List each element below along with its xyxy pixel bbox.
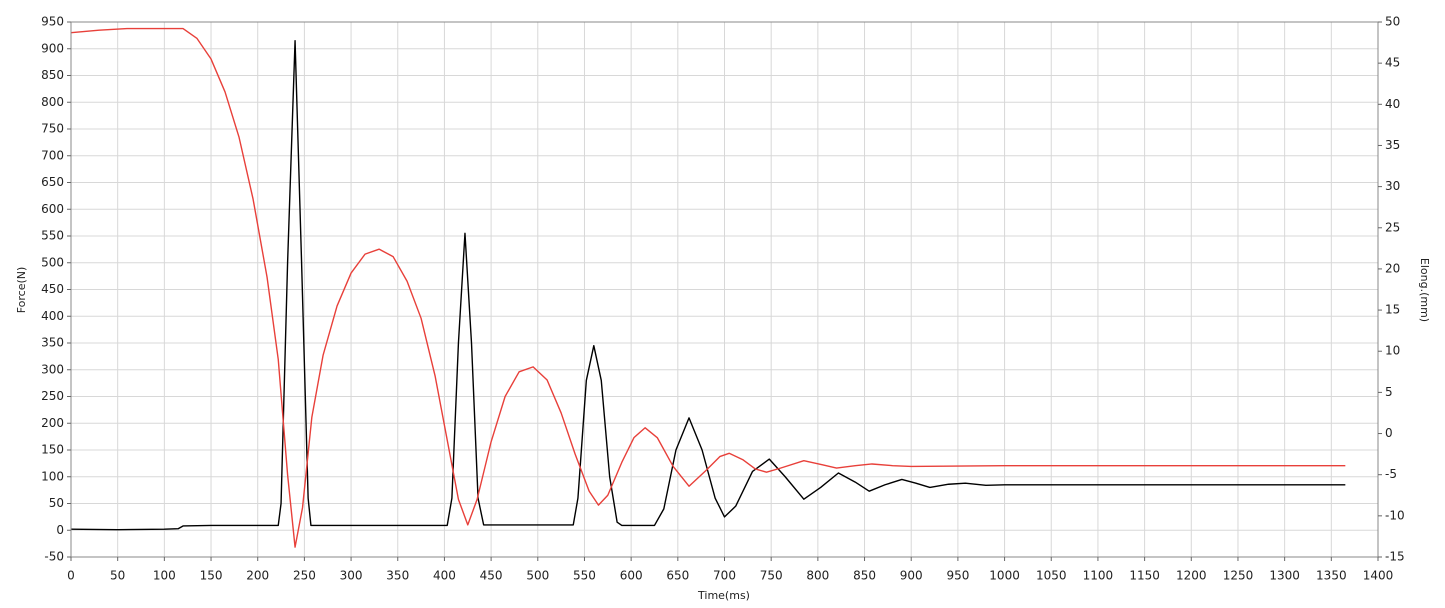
x-tick-label: 700 xyxy=(713,569,736,583)
x-tick-label: 450 xyxy=(480,569,503,583)
x-tick-label: 1350 xyxy=(1316,569,1347,583)
y-tick-label: 900 xyxy=(41,41,64,55)
y-tick-label: 950 xyxy=(41,15,64,29)
y-tick-label: 150 xyxy=(41,443,64,457)
y-tick-label: 100 xyxy=(41,469,64,483)
y2-tick-label: 25 xyxy=(1385,220,1400,234)
y-tick-label: 200 xyxy=(41,416,64,430)
y-tick-label: 800 xyxy=(41,95,64,109)
x-tick-label: 650 xyxy=(666,569,689,583)
y-tick-label: -50 xyxy=(44,550,64,564)
y2-tick-label: -15 xyxy=(1385,550,1405,564)
y2-tick-label: 30 xyxy=(1385,179,1400,193)
x-tick-label: 1000 xyxy=(989,569,1020,583)
x-tick-label: 200 xyxy=(246,569,269,583)
x-tick-label: 1200 xyxy=(1176,569,1207,583)
x-tick-label: 600 xyxy=(620,569,643,583)
y-tick-label: 300 xyxy=(41,362,64,376)
y-tick-label: 500 xyxy=(41,255,64,269)
x-tick-label: 800 xyxy=(806,569,829,583)
y2-tick-label: -5 xyxy=(1385,467,1397,481)
x-tick-label: 950 xyxy=(946,569,969,583)
x-tick-label: 1150 xyxy=(1129,569,1160,583)
y2-tick-label: 40 xyxy=(1385,97,1400,111)
x-tick-label: 500 xyxy=(526,569,549,583)
data-line xyxy=(70,27,1346,548)
y-tick-label: 450 xyxy=(41,282,64,296)
x-tick-label: 850 xyxy=(853,569,876,583)
x-tick-label: 1250 xyxy=(1223,569,1254,583)
x-axis-label: Time(ms) xyxy=(697,589,750,602)
y-tick-label: 650 xyxy=(41,175,64,189)
y2-tick-label: 50 xyxy=(1385,15,1400,29)
y2-tick-label: 5 xyxy=(1385,385,1393,399)
x-tick-label: 1400 xyxy=(1363,569,1394,583)
y-tick-label: 400 xyxy=(41,309,64,323)
y2-tick-label: 20 xyxy=(1385,261,1400,275)
y-tick-label: 850 xyxy=(41,68,64,82)
plot xyxy=(70,27,1346,548)
x-tick-label: 300 xyxy=(340,569,363,583)
x-tick-label: 250 xyxy=(293,569,316,583)
y2-tick-label: 10 xyxy=(1385,344,1400,358)
x-tick-label: 1100 xyxy=(1083,569,1114,583)
data-line xyxy=(70,40,1346,531)
y-tick-label: 50 xyxy=(49,496,64,510)
y-tick-label: 700 xyxy=(41,148,64,162)
y2-axis-label: Elong.(mm) xyxy=(1418,258,1431,322)
y2-tick-label: 45 xyxy=(1385,56,1400,70)
x-tick-label: 1300 xyxy=(1269,569,1300,583)
x-tick-label: 100 xyxy=(153,569,176,583)
y2-tick-label: -10 xyxy=(1385,508,1405,522)
y-tick-label: 250 xyxy=(41,389,64,403)
grid xyxy=(70,21,1379,558)
y2-tick-label: 15 xyxy=(1385,303,1400,317)
y-axis-label: Force(N) xyxy=(15,267,28,314)
x-tick-label: 350 xyxy=(386,569,409,583)
x-tick-label: 1050 xyxy=(1036,569,1067,583)
x-tick-label: 50 xyxy=(110,569,125,583)
y2-tick-label: 0 xyxy=(1385,426,1393,440)
x-tick-label: 550 xyxy=(573,569,596,583)
y-tick-label: 600 xyxy=(41,202,64,216)
x-tick-label: 0 xyxy=(67,569,75,583)
x-tick-label: 150 xyxy=(200,569,223,583)
y2-tick-label: 35 xyxy=(1385,138,1400,152)
y-tick-label: 0 xyxy=(56,523,64,537)
y-tick-label: 550 xyxy=(41,229,64,243)
x-tick-label: 900 xyxy=(900,569,923,583)
y-tick-label: 350 xyxy=(41,336,64,350)
y-tick-label: 750 xyxy=(41,122,64,136)
x-tick-label: 400 xyxy=(433,569,456,583)
x-tick-label: 750 xyxy=(760,569,783,583)
